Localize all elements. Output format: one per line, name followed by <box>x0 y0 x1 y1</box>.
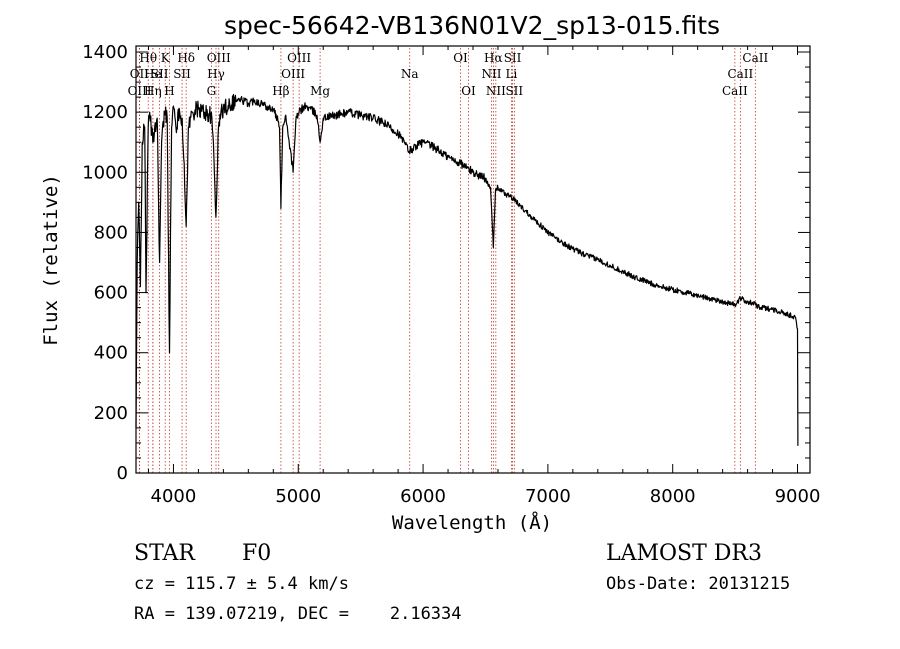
coordinates: RA = 139.07219, DEC = 2.16334 <box>134 604 462 624</box>
x-tick-label-4: 8000 <box>650 486 696 507</box>
x-tick-label-1: 5000 <box>275 486 321 507</box>
y-tick-label-0: 0 <box>117 463 128 484</box>
line-label-27: CaII <box>727 67 753 81</box>
spectral-line-markers <box>138 48 756 473</box>
line-label-20: Hα <box>484 51 503 65</box>
x-axis-ticks: 4000 5000 6000 7000 8000 9000 <box>147 46 821 507</box>
line-label-5: K <box>161 51 171 65</box>
x-axis-label: Wavelength (Å) <box>392 511 552 534</box>
y-axis-ticks: 0 200 400 600 800 1000 1200 1400 <box>82 42 810 484</box>
y-tick-label-2: 400 <box>94 343 128 364</box>
line-label-25: SII <box>505 84 523 98</box>
y-axis-label: Flux (relative) <box>40 174 62 346</box>
line-label-7: H <box>164 84 174 98</box>
x-tick-label-3: 7000 <box>525 486 571 507</box>
x-tick-label-2: 6000 <box>400 486 446 507</box>
line-label-17: Na <box>401 67 419 81</box>
y-tick-label-4: 800 <box>94 222 128 243</box>
line-label-23: SII <box>504 51 522 65</box>
line-label-0: Hθ <box>139 51 157 65</box>
line-label-14: OIII <box>287 51 311 65</box>
y-tick-label-6: 1200 <box>82 102 128 123</box>
y-tick-label-3: 600 <box>94 283 128 304</box>
x-tick-label-0: 4000 <box>151 486 197 507</box>
object-subclass: F0 <box>242 541 271 566</box>
line-label-9: SII <box>173 67 191 81</box>
x-tick-label-5: 9000 <box>775 486 821 507</box>
line-label-2: OIII <box>128 84 152 98</box>
redshift-velocity: cz = 115.7 ± 5.4 km/s <box>134 574 349 594</box>
line-label-19: OI <box>461 84 476 98</box>
line-label-24: Li <box>506 67 518 81</box>
line-label-12: G <box>207 84 217 98</box>
line-label-3: He <box>144 67 162 81</box>
plot-frame <box>135 45 811 474</box>
survey-name: LAMOST DR3 <box>606 541 762 566</box>
spectrum-series-line <box>135 93 799 446</box>
chart-title: spec-56642-VB136N01V2_sp13-015.fits <box>224 11 720 40</box>
y-tick-label-5: 1000 <box>82 162 128 183</box>
object-class: STAR <box>134 541 196 566</box>
y-tick-label-1: 200 <box>94 403 128 424</box>
line-label-28: CaII <box>722 84 748 98</box>
line-label-10: OIII <box>207 51 231 65</box>
line-label-4: Hη <box>144 84 162 98</box>
line-label-16: Mg <box>310 84 330 98</box>
observation-date: Obs-Date: 20131215 <box>606 574 790 594</box>
line-label-8: Hδ <box>177 51 195 65</box>
line-label-1: OII <box>130 67 150 81</box>
y-tick-label-7: 1400 <box>82 42 128 63</box>
line-label-26: CaII <box>742 51 768 65</box>
line-label-13: Hβ <box>272 84 289 98</box>
line-label-22: NII <box>486 84 506 98</box>
line-label-21: NII <box>481 67 501 81</box>
line-label-6: SII <box>151 67 169 81</box>
line-label-15: OIII <box>281 67 305 81</box>
line-label-11: Hγ <box>207 67 225 81</box>
line-label-18: OI <box>453 51 468 65</box>
